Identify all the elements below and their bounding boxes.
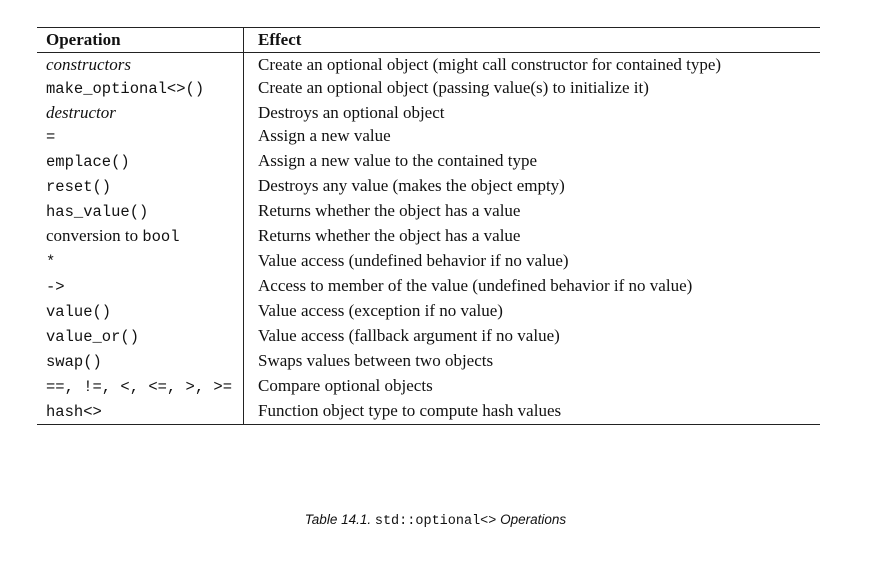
operation-label: value_or() [46, 328, 140, 346]
operation-cell: has_value() [37, 199, 244, 224]
table-row: make_optional<>() Create an optional obje… [37, 76, 820, 101]
operation-label: make_optional<>() [46, 80, 205, 98]
operation-label: swap() [46, 353, 102, 371]
table-row: reset() Destroys any value (makes the obj… [37, 174, 820, 199]
caption-suffix: Operations [496, 512, 567, 527]
effect-cell: Assign a new value to the contained type [258, 151, 538, 170]
effect-cell: Compare optional objects [258, 376, 433, 395]
table-row: -> Access to member of the value (undefin… [37, 274, 820, 299]
caption-code: std::optional<> [374, 514, 497, 529]
operation-label: reset() [46, 178, 112, 196]
header-effect: Effect [258, 30, 302, 49]
table-row: constructors Create an optional object (m… [37, 53, 820, 76]
operation-label: -> [46, 278, 65, 296]
operation-label: hash<> [46, 403, 102, 421]
operation-cell: destructor [37, 101, 244, 124]
table-header-row: Operation Effect [37, 28, 820, 53]
operation-label: ==, !=, <, <=, >, >= [46, 378, 233, 396]
operation-cell: constructors [37, 53, 244, 76]
table-row: ==, !=, <, <=, >, >= Compare optional obj… [37, 374, 820, 399]
effect-cell: Value access (exception if no value) [258, 301, 503, 320]
table-row: emplace() Assign a new value to the conta… [37, 149, 820, 174]
table-row: * Value access (undefined behavior if no … [37, 249, 820, 274]
effect-cell: Value access (undefined behavior if no v… [258, 251, 569, 270]
operation-label: = [46, 128, 56, 146]
table-row: destructor Destroys an optional object [37, 101, 820, 124]
operation-cell: conversion to bool [37, 224, 244, 249]
effect-cell: Create an optional object (passing value… [258, 78, 649, 97]
effect-cell: Destroys an optional object [258, 103, 445, 122]
operation-cell: -> [37, 274, 244, 299]
effect-cell: Access to member of the value (undefined… [258, 276, 693, 295]
operation-cell: ==, !=, <, <=, >, >= [37, 374, 244, 399]
table-row: = Assign a new value [37, 124, 820, 149]
table-row: hash<> Function object type to compute ha… [37, 399, 820, 424]
operation-cell: hash<> [37, 399, 244, 424]
table-body: constructors Create an optional object (m… [37, 53, 820, 424]
operation-cell: value() [37, 299, 244, 324]
operations-table: Operation Effect constructors Create an o… [37, 27, 820, 425]
table-row: value_or() Value access (fallback argumen… [37, 324, 820, 349]
operation-cell: emplace() [37, 149, 244, 174]
operation-code: bool [142, 228, 180, 246]
table-caption: Table 14.1. std::optional<> Operations [0, 512, 871, 529]
effect-cell: Value access (fallback argument if no va… [258, 326, 560, 345]
effect-cell: Returns whether the object has a value [258, 226, 521, 245]
operation-label: * [46, 253, 56, 271]
operation-cell: reset() [37, 174, 244, 199]
effect-cell: Swaps values between two objects [258, 351, 494, 370]
table-row: conversion to bool Returns whether the ob… [37, 224, 820, 249]
effect-cell: Assign a new value [258, 126, 391, 145]
effect-cell: Function object type to compute hash val… [258, 401, 562, 420]
header-operation: Operation [37, 28, 244, 52]
operation-label: value() [46, 303, 112, 321]
operation-cell: * [37, 249, 244, 274]
operation-label: destructor [46, 103, 116, 122]
caption-prefix: Table 14.1. [304, 512, 375, 527]
table-row: swap() Swaps values between two objects [37, 349, 820, 374]
table-row: value() Value access (exception if no val… [37, 299, 820, 324]
operation-cell: = [37, 124, 244, 149]
operation-cell: swap() [37, 349, 244, 374]
effect-cell: Create an optional object (might call co… [258, 55, 722, 74]
table-row: has_value() Returns whether the object ha… [37, 199, 820, 224]
operation-text: conversion to [46, 226, 143, 245]
operation-cell: make_optional<>() [37, 76, 244, 101]
operation-label: has_value() [46, 203, 149, 221]
operation-cell: value_or() [37, 324, 244, 349]
operation-label: emplace() [46, 153, 130, 171]
operation-label: constructors [46, 55, 131, 74]
effect-cell: Returns whether the object has a value [258, 201, 521, 220]
effect-cell: Destroys any value (makes the object emp… [258, 176, 565, 195]
